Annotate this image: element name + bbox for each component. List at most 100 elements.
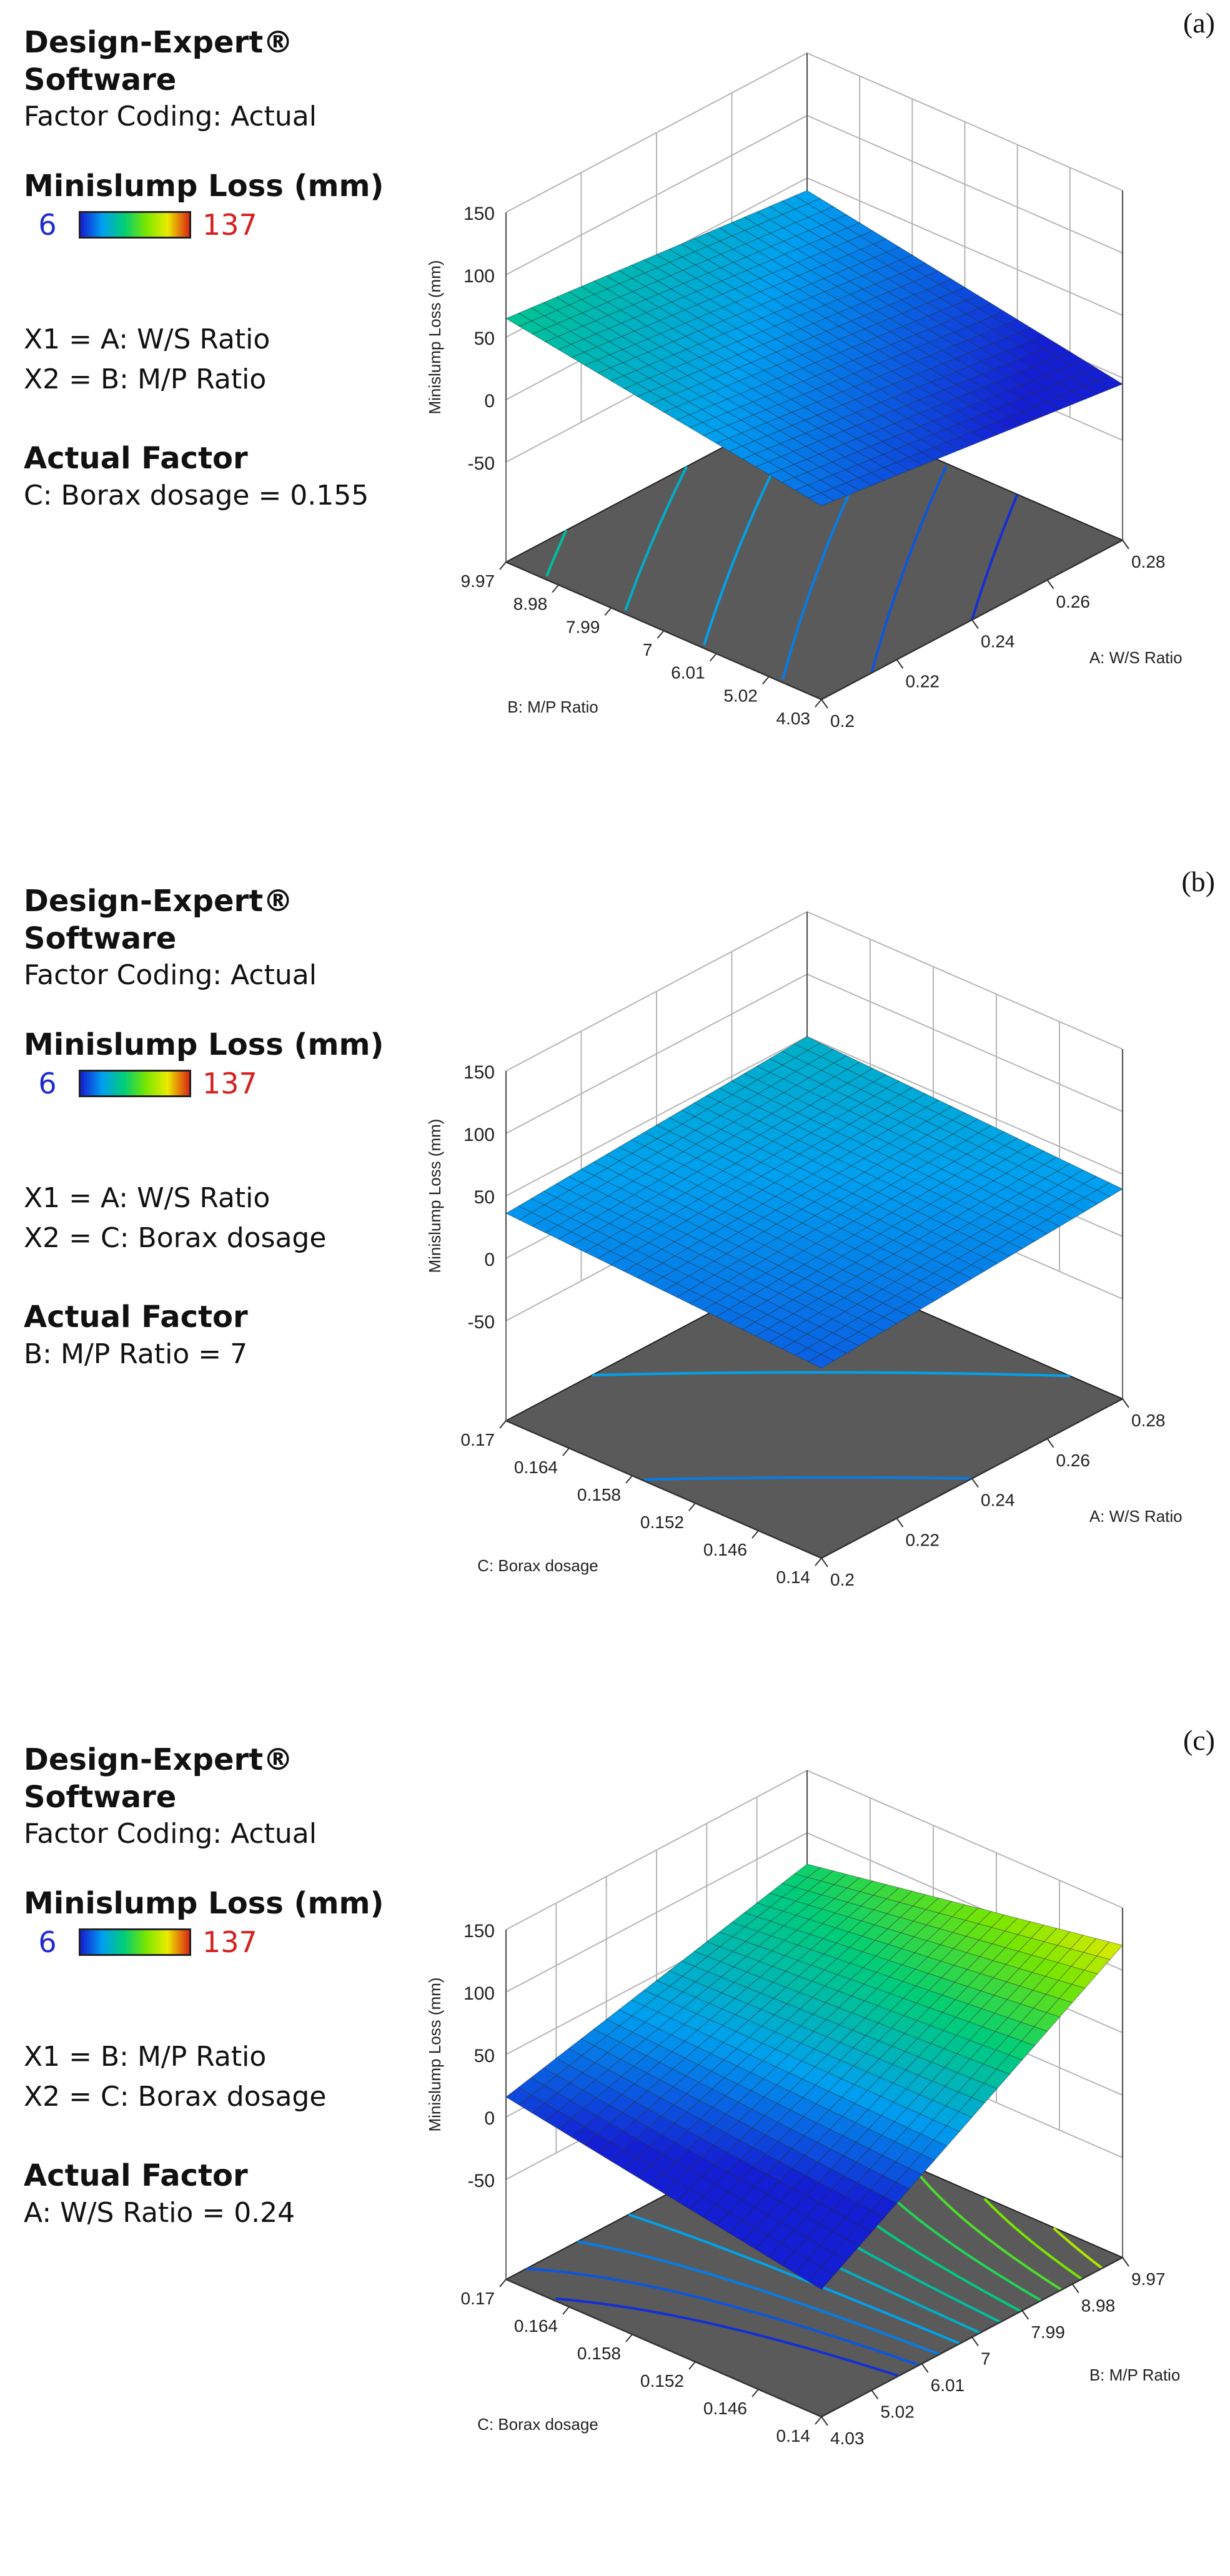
surface-cell	[926, 297, 954, 312]
surface-cell	[584, 360, 612, 374]
surface-cell	[676, 1289, 703, 1305]
y-tick	[562, 1448, 570, 1456]
surface-cell	[876, 1960, 903, 1978]
surface-cell	[952, 300, 980, 314]
surface-cell	[834, 1902, 862, 1918]
x-tick	[896, 1517, 904, 1527]
y-axis: 0.14 0.146 0.152 0.158 0.164 0.17 C: Borax dos…	[461, 2279, 822, 2445]
surface-cell	[1006, 1179, 1033, 1194]
surface-cell	[835, 1110, 863, 1125]
floor-contour-line	[526, 2267, 920, 2367]
surface-cell	[663, 407, 690, 421]
surface-cell	[1058, 1983, 1086, 2003]
surface-cell	[697, 312, 725, 327]
surface-cell	[835, 254, 863, 269]
surface-cell	[668, 1110, 696, 1125]
surface-cell	[931, 2048, 958, 2068]
surface-cell	[824, 1974, 851, 1991]
x-tick	[1021, 2310, 1029, 2320]
x-tick-label: 0.2	[830, 1570, 855, 1589]
surface-cell	[855, 2109, 882, 2129]
surface-cell	[531, 328, 559, 343]
z-tick-label: 150	[464, 1921, 495, 1942]
legend-max: 137	[202, 1925, 257, 1959]
surface-cell	[873, 1088, 901, 1103]
surface-cell	[810, 1125, 838, 1140]
surface-cell	[721, 1981, 748, 1999]
floor-contour-line	[911, 2165, 1063, 2291]
surface-cell	[787, 2025, 815, 2044]
surface-cell	[940, 305, 967, 320]
surface-cell	[772, 1133, 800, 1148]
y-tick	[552, 585, 559, 593]
surface-cell	[1020, 2008, 1048, 2028]
floor-contour-line	[870, 465, 948, 674]
surface-cell	[944, 2053, 971, 2073]
surface-cell	[756, 1893, 783, 1908]
surface-cell	[938, 279, 966, 293]
surface-cell	[571, 2126, 598, 2146]
surface-cell	[596, 2105, 623, 2124]
surface-cell	[955, 379, 983, 393]
surface-cell	[941, 1981, 969, 2000]
surface-cell	[1005, 1951, 1033, 1969]
surface-cell	[670, 2007, 698, 2025]
z-tick-label: -50	[468, 453, 495, 474]
surface-cell	[807, 492, 835, 506]
surface-cell	[718, 1080, 746, 1095]
x-axis-label: B: M/P Ratio	[1089, 2366, 1180, 2384]
y-tick-label: 0.164	[514, 2316, 558, 2336]
y-tick-label: 0.158	[577, 1485, 621, 1504]
surface-cell	[850, 1967, 877, 1985]
surface-cell	[682, 1981, 710, 1998]
surface-cell	[913, 275, 940, 290]
floor-contours	[592, 1371, 1070, 1481]
z-axis: 150 100 50 0 -50 Minislump Loss (mm)	[425, 204, 495, 474]
actual-factor-value: A: W/S Ratio = 0.24	[24, 2197, 295, 2229]
y-axis-label: C: Borax dosage	[477, 2415, 598, 2434]
surface-cell	[955, 1986, 982, 2005]
surface-cell	[878, 2028, 905, 2047]
surface-cell	[952, 1126, 980, 1141]
surface-cell	[695, 1136, 723, 1152]
surface-cell	[886, 1094, 914, 1109]
y-tick-label: 7.99	[566, 617, 600, 636]
surface-cell	[970, 426, 998, 440]
surface-cell	[879, 2064, 906, 2084]
z-axis: 150 100 50 0 -50 Minislump Loss (mm)	[425, 1921, 495, 2191]
surface-cell	[825, 1159, 852, 1174]
surface-cell	[943, 2016, 970, 2036]
surface-cell	[732, 1087, 759, 1102]
surface-cell	[728, 1315, 756, 1330]
software-title: Design-Expert® Software	[24, 884, 294, 956]
color-legend: 6 137	[24, 205, 424, 245]
surface-cell	[610, 2149, 638, 2170]
panel-c: (c) Design-Expert® Software Factor Codin…	[0, 1717, 1230, 2576]
surface-cell	[1031, 348, 1058, 363]
surface-cell	[723, 2048, 751, 2067]
surface-cell	[794, 1877, 822, 1892]
surface-cell	[991, 1145, 1019, 1160]
legend-max: 137	[202, 1067, 257, 1100]
surface-cell	[759, 1127, 786, 1142]
surface-cell	[890, 1981, 917, 1999]
surface-cell	[731, 217, 758, 231]
surface-cell	[831, 2196, 859, 2218]
legend-gradient-bar	[79, 211, 191, 239]
surface-cell	[768, 1335, 796, 1350]
x-tick	[896, 659, 904, 669]
surface-cell	[770, 1092, 798, 1107]
surface-cell	[722, 1149, 749, 1164]
surface-cell	[995, 2035, 1023, 2056]
surface-cell	[597, 2141, 625, 2162]
surface-cell	[722, 1998, 749, 2015]
surface-cell	[966, 321, 993, 336]
surface-cell	[968, 2008, 996, 2027]
x-tick	[1046, 580, 1054, 590]
response-title: Minislump Loss (mm)	[24, 1027, 384, 1062]
y-axis: 4.03 5.02 6.01 7 7.99 8.98 9.97 B: M/P Ratio	[461, 561, 822, 728]
surface-cell	[706, 1932, 733, 1947]
surface-cell	[1017, 1921, 1044, 1939]
surface-cell	[798, 1132, 825, 1147]
surface-cell	[888, 286, 915, 301]
